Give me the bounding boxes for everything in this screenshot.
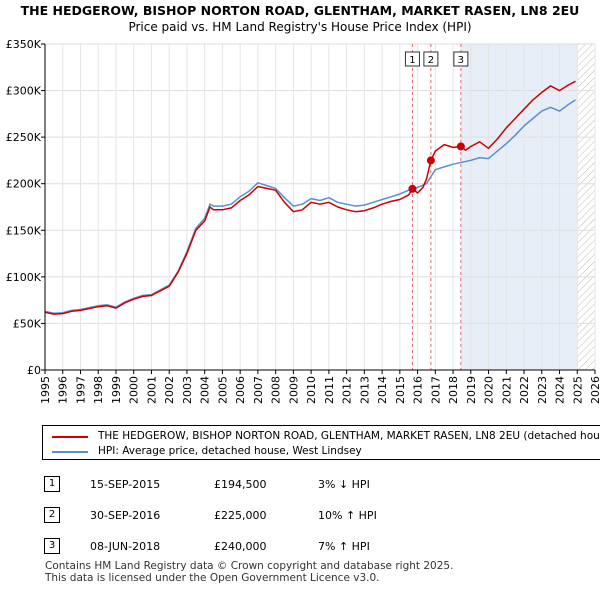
x-tick-label: 2025 <box>571 376 584 404</box>
x-tick-label: 2015 <box>394 376 407 404</box>
x-tick-label: 2001 <box>145 376 158 404</box>
y-tick-label: £0 <box>27 364 41 377</box>
sale-label-box-1 <box>404 51 420 67</box>
x-tick-label: 1996 <box>57 376 70 404</box>
x-tick-label: 2020 <box>483 376 496 404</box>
legend: THE HEDGEROW, BISHOP NORTON ROAD, GLENTH… <box>42 425 600 460</box>
x-tick-label: 2000 <box>128 376 141 404</box>
x-tick-label: 2007 <box>252 376 265 404</box>
transaction-diff-3: 7% ↑ HPI <box>318 540 370 553</box>
x-tick-label: 2013 <box>358 376 371 404</box>
legend-label-property: THE HEDGEROW, BISHOP NORTON ROAD, GLENTH… <box>98 430 600 442</box>
chart-subtitle: Price paid vs. HM Land Registry's House … <box>128 20 472 34</box>
x-tick-label: 1999 <box>110 376 123 404</box>
y-tick-label: £350K <box>6 38 42 51</box>
transaction-row-3: 3 08-JUN-2018 £240,000 7% ↑ HPI <box>0 538 600 558</box>
transaction-row-1: 1 15-SEP-2015 £194,500 3% ↓ HPI <box>0 476 600 496</box>
sale-point-3 <box>456 142 465 151</box>
transaction-diff-2: 10% ↑ HPI <box>318 509 377 522</box>
sale-label-2: 2 <box>428 55 434 66</box>
x-tick-label: 1995 <box>39 376 52 404</box>
transaction-diff-1: 3% ↓ HPI <box>318 478 370 491</box>
transaction-price-1: £194,500 <box>214 478 267 491</box>
y-tick-label: £300K <box>6 85 42 98</box>
x-tick-label: 2012 <box>341 376 354 404</box>
sale-label-3: 3 <box>458 55 464 66</box>
x-tick-label: 2003 <box>181 376 194 404</box>
y-tick-label: £200K <box>6 178 42 191</box>
x-tick-label: 2010 <box>305 376 318 404</box>
x-tick-label: 2019 <box>465 376 478 404</box>
x-tick-label: 2023 <box>536 376 549 404</box>
transaction-number-3: 3 <box>44 538 60 554</box>
transaction-date-2: 30-SEP-2016 <box>90 509 161 522</box>
transaction-date-3: 08-JUN-2018 <box>90 540 161 553</box>
price-chart: 1 2 3 £0 £50K £100K £150K £200K £250K £300K £350K… <box>6 38 600 404</box>
transaction-number-1: 1 <box>44 476 60 492</box>
x-tick-label: 2008 <box>270 376 283 404</box>
transaction-row-2: 2 30-SEP-2016 £225,000 10% ↑ HPI <box>0 507 600 527</box>
x-tick-label: 2021 <box>500 376 513 404</box>
legend-label-hpi: HPI: Average price, detached house, West… <box>98 445 362 457</box>
sale-point-2 <box>426 156 435 165</box>
x-tick-label: 2009 <box>287 376 300 404</box>
y-tick-label: £150K <box>6 224 42 237</box>
y-tick-label: £250K <box>6 131 42 144</box>
legend-swatch-hpi <box>52 451 88 453</box>
footer-copyright: Contains HM Land Registry data © Crown c… <box>45 560 454 572</box>
legend-swatch-property <box>52 436 88 438</box>
series-line-hpi <box>44 99 576 314</box>
chart-title: THE HEDGEROW, BISHOP NORTON ROAD, GLENTH… <box>20 3 580 18</box>
x-tick-label: 2024 <box>554 376 567 404</box>
shaded-region <box>460 44 578 370</box>
x-tick-label: 2005 <box>216 376 229 404</box>
x-tick-label: 2018 <box>447 376 460 404</box>
y-tick-label: £50K <box>13 317 42 330</box>
x-tick-label: 1997 <box>74 376 87 404</box>
x-tick-label: 2016 <box>412 376 425 404</box>
transaction-number-2: 2 <box>44 507 60 523</box>
transaction-date-1: 15-SEP-2015 <box>90 478 161 491</box>
footer-licence: This data is licensed under the Open Gov… <box>45 572 380 584</box>
x-tick-label: 2004 <box>199 376 212 404</box>
x-tick-label: 2006 <box>234 376 247 404</box>
x-tick-label: 2002 <box>163 376 176 404</box>
series-line-property <box>44 80 576 315</box>
sale-point-1 <box>408 184 417 193</box>
hatched-region <box>577 44 595 370</box>
sale-label-1: 1 <box>409 55 415 66</box>
y-tick-label: £100K <box>6 271 42 284</box>
transaction-price-2: £225,000 <box>214 509 267 522</box>
sale-label-box-3 <box>453 51 469 67</box>
x-tick-label: 1998 <box>92 376 105 404</box>
sale-label-box-2 <box>423 51 439 67</box>
x-tick-label: 2026 <box>589 376 600 404</box>
x-tick-label: 2014 <box>376 376 389 404</box>
transaction-price-3: £240,000 <box>214 540 267 553</box>
x-tick-label: 2017 <box>429 376 442 404</box>
x-tick-label: 2022 <box>518 376 531 404</box>
x-tick-label: 2011 <box>323 376 336 404</box>
footer: Contains HM Land Registry data © Crown c… <box>45 560 453 584</box>
